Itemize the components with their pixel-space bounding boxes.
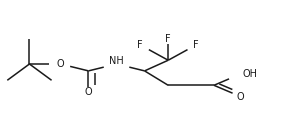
- Text: NH: NH: [109, 56, 124, 66]
- Text: F: F: [165, 34, 171, 44]
- Text: F: F: [193, 40, 199, 50]
- Text: OH: OH: [243, 69, 258, 79]
- Text: F: F: [137, 40, 143, 50]
- Text: O: O: [85, 87, 92, 97]
- Text: O: O: [57, 59, 64, 69]
- Text: O: O: [237, 92, 244, 102]
